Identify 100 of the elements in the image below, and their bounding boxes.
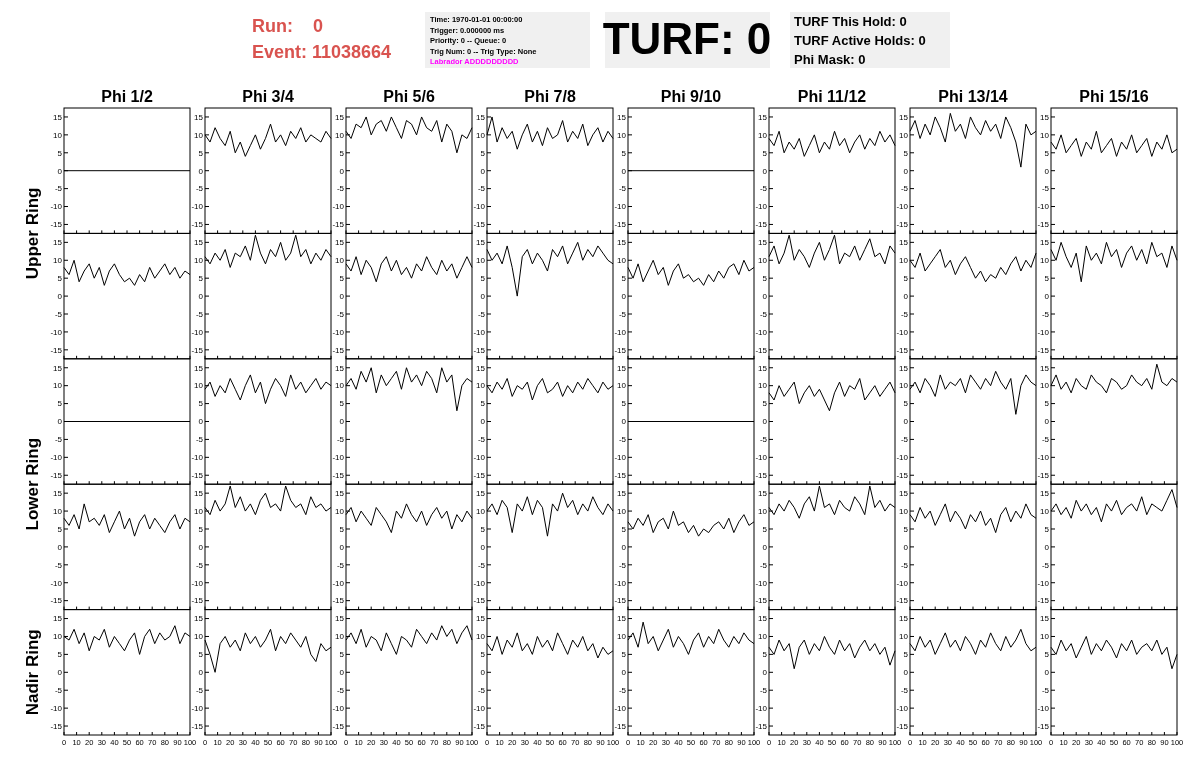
y-tick-label: -5: [195, 435, 204, 445]
y-tick-label: -15: [332, 345, 345, 355]
y-tick-label: -10: [473, 327, 486, 337]
y-tick-label: -15: [1037, 345, 1050, 355]
y-tick-label: 0: [1044, 668, 1050, 678]
y-axis-title: Lower Ring: [23, 437, 42, 531]
y-tick-label: 5: [57, 650, 63, 660]
y-tick-label: 10: [758, 632, 768, 642]
y-tick-label: -5: [1041, 184, 1050, 194]
y-tick-label: 5: [339, 524, 345, 534]
y-tick-label: 10: [1040, 256, 1050, 266]
y-tick-label: -10: [1037, 327, 1050, 337]
y-tick-label: -5: [477, 435, 486, 445]
y-tick-label: -15: [50, 471, 63, 481]
y-tick-label: -15: [50, 345, 63, 355]
y-tick-label: 0: [480, 291, 486, 301]
y-tick-label: -5: [618, 184, 627, 194]
y-tick-label: 0: [762, 668, 768, 678]
y-tick-label: 10: [617, 506, 627, 516]
y-tick-label: -15: [896, 471, 909, 481]
y-tick-label: 5: [339, 273, 345, 283]
y-tick-label: 10: [53, 256, 63, 266]
y-tick-label: -10: [191, 578, 204, 588]
y-tick-label: -10: [332, 327, 345, 337]
y-tick-label: 15: [899, 614, 909, 624]
text: TURF Active Holds: 0: [794, 33, 926, 48]
y-tick-label: 15: [335, 488, 345, 498]
y-tick-label: -5: [195, 686, 204, 696]
y-tick-label: 0: [1044, 291, 1050, 301]
y-tick-label: -5: [336, 309, 345, 319]
y-tick-label: 0: [480, 542, 486, 552]
y-tick-label: 10: [617, 632, 627, 642]
y-tick-label: 5: [903, 148, 909, 158]
y-tick-label: 15: [53, 238, 63, 248]
y-tick-label: 5: [621, 650, 627, 660]
y-tick-label: -5: [759, 686, 768, 696]
y-axis-title: Upper Ring: [23, 187, 42, 280]
y-tick-label: 0: [339, 291, 345, 301]
y-tick-label: 15: [758, 112, 768, 122]
y-tick-label: 10: [194, 381, 204, 391]
y-tick-label: -10: [473, 703, 486, 713]
y-tick-label: -5: [477, 560, 486, 570]
y-tick-label: 0: [198, 542, 204, 552]
y-tick-label: 10: [758, 130, 768, 140]
y-tick-label: -15: [755, 345, 768, 355]
y-tick-label: 15: [194, 488, 204, 498]
y-tick-label: -10: [755, 327, 768, 337]
y-tick-label: 10: [476, 506, 486, 516]
y-tick-label: -10: [332, 578, 345, 588]
y-tick-label: 0: [339, 417, 345, 427]
y-tick-label: -5: [1041, 560, 1050, 570]
y-tick-label: 0: [198, 417, 204, 427]
y-tick-label: 10: [617, 130, 627, 140]
y-tick-label: 15: [617, 112, 627, 122]
y-tick-label: -5: [618, 560, 627, 570]
y-tick-label: 5: [903, 273, 909, 283]
y-tick-label: -15: [473, 596, 486, 606]
y-tick-label: -10: [755, 202, 768, 212]
y-tick-label: 5: [1044, 524, 1050, 534]
y-tick-label: 15: [194, 112, 204, 122]
chart-title: Phi 11/12: [797, 88, 867, 105]
y-tick-label: 15: [758, 363, 768, 373]
y-tick-label: 5: [57, 524, 63, 534]
y-tick-label: -15: [614, 220, 627, 230]
y-tick-label: 10: [1040, 130, 1050, 140]
y-tick-label: -10: [896, 202, 909, 212]
y-tick-label: 10: [194, 130, 204, 140]
y-tick-label: -10: [50, 453, 63, 463]
y-tick-label: 10: [899, 506, 909, 516]
y-tick-label: -5: [618, 686, 627, 696]
y-tick-label: 5: [198, 650, 204, 660]
y-tick-label: 15: [1040, 112, 1050, 122]
y-tick-label: 0: [480, 668, 486, 678]
y-tick-label: 5: [480, 524, 486, 534]
y-tick-label: -5: [336, 560, 345, 570]
y-tick-label: -5: [477, 309, 486, 319]
text: Phi Mask: 0: [794, 52, 866, 67]
y-tick-label: -10: [50, 327, 63, 337]
y-tick-label: -5: [195, 184, 204, 194]
y-tick-label: 5: [339, 148, 345, 158]
y-tick-label: 0: [57, 668, 63, 678]
y-tick-label: 10: [617, 381, 627, 391]
y-tick-label: -10: [332, 202, 345, 212]
y-tick-label: 15: [335, 112, 345, 122]
y-tick-label: -10: [755, 453, 768, 463]
y-tick-label: 5: [621, 524, 627, 534]
y-tick-label: -10: [191, 703, 204, 713]
y-tick-label: -15: [755, 220, 768, 230]
y-tick-label: 5: [198, 148, 204, 158]
text: TURF This Hold: 0: [794, 14, 907, 29]
y-tick-label: 5: [762, 273, 768, 283]
y-tick-label: -15: [1037, 721, 1050, 731]
y-tick-label: -5: [900, 560, 909, 570]
y-tick-label: 5: [762, 650, 768, 660]
y-tick-label: -10: [473, 453, 486, 463]
y-tick-label: 10: [617, 256, 627, 266]
y-tick-label: 15: [617, 488, 627, 498]
y-tick-label: -15: [50, 721, 63, 731]
y-tick-label: 15: [899, 112, 909, 122]
y-tick-label: 0: [762, 417, 768, 427]
